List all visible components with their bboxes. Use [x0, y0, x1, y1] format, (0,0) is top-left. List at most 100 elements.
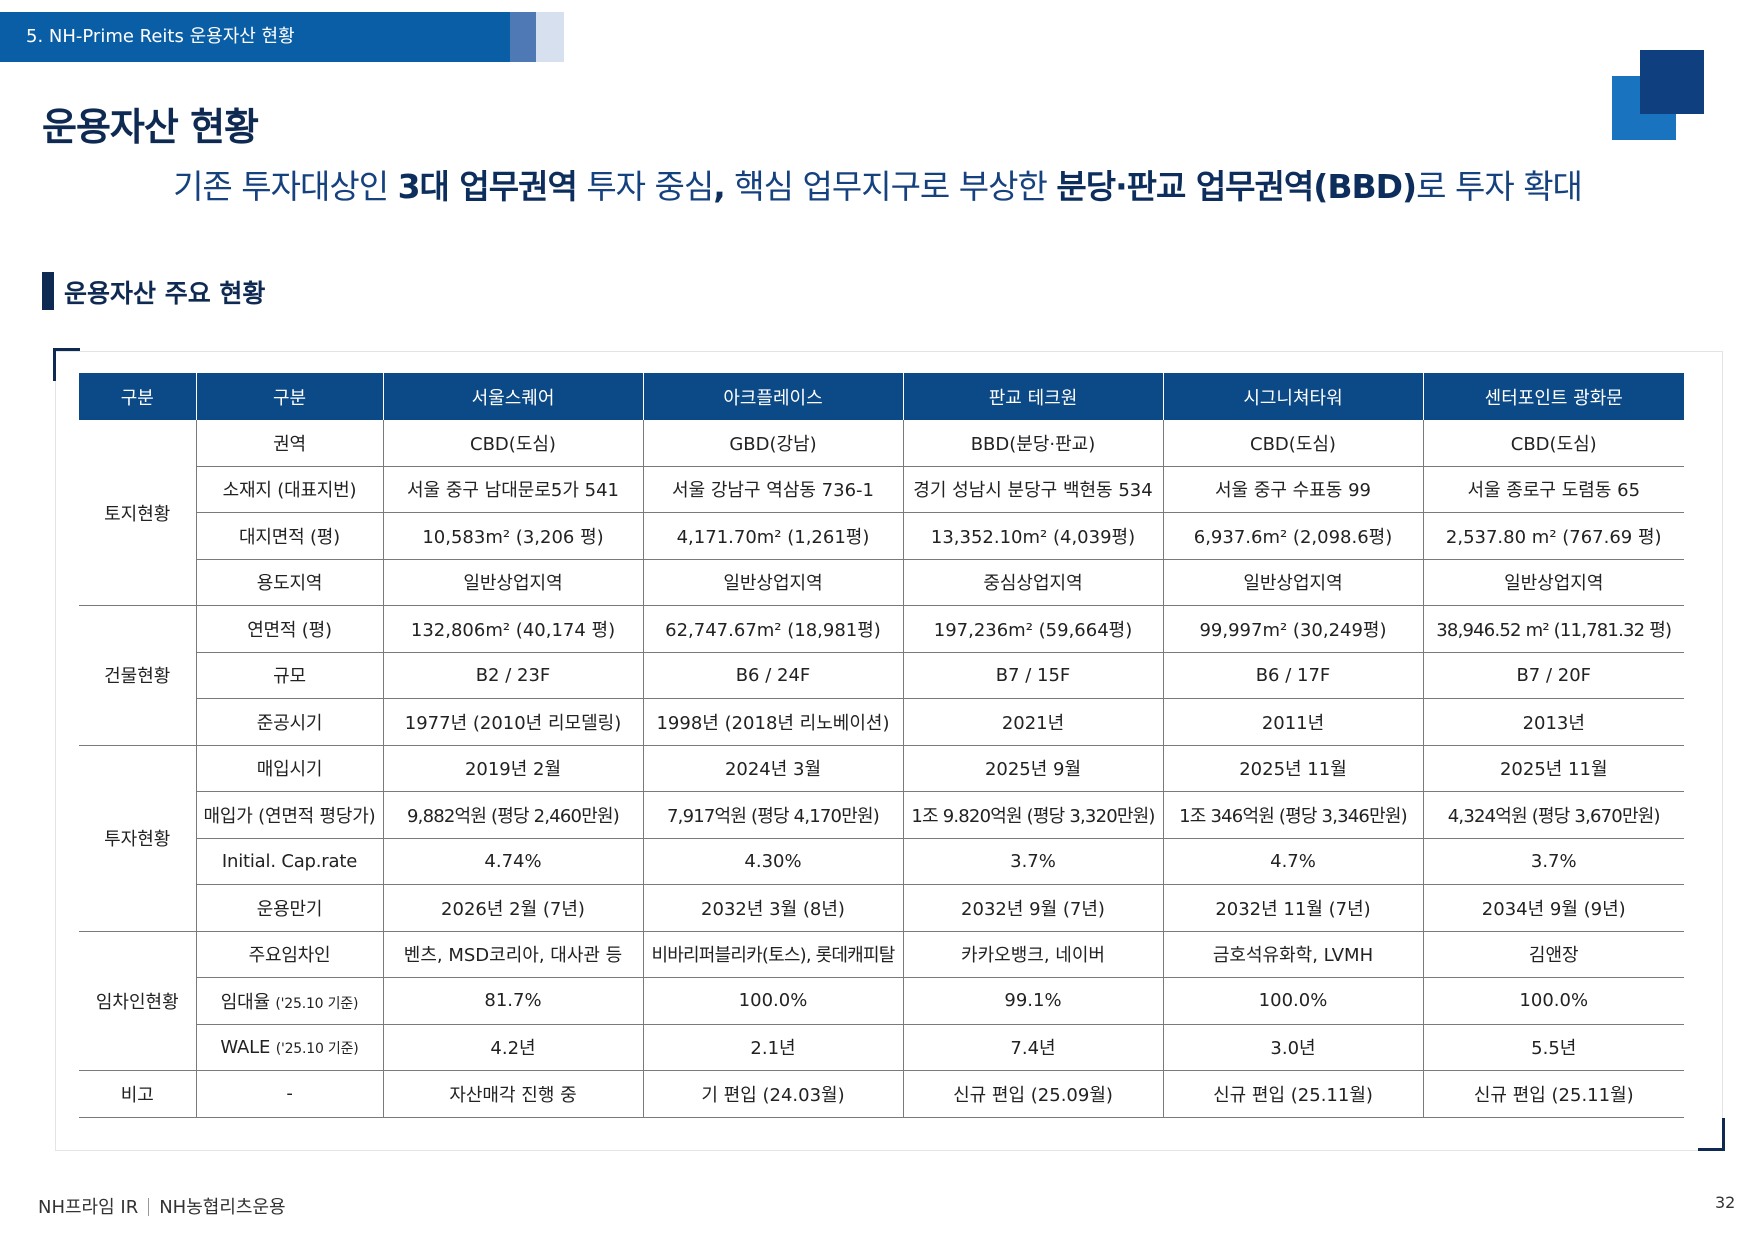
headline-part: 핵심 업무지구로 부상한 — [724, 167, 1057, 206]
row-label: 소재지 (대표지번) — [195, 466, 383, 513]
group-label: 비고 — [79, 1070, 196, 1118]
table-cell: 2032년 11월 (7년) — [1162, 884, 1423, 932]
table-cell: 일반상업지역 — [642, 559, 903, 606]
table-cell: B7 / 20F — [1422, 652, 1684, 699]
row-label-note: ('25.10 기준) — [275, 1040, 359, 1057]
table-row: 토지현황 권역 CBD(도심) GBD(강남) BBD(분당·판교) CBD(도… — [79, 420, 1684, 606]
headline-emphasis: 3대 업무권역 — [397, 167, 578, 206]
table-cell: 신규 편입 (25.09월) — [902, 1070, 1163, 1118]
table-cell: 4.2년 — [382, 1024, 643, 1071]
table-cell: 2024년 3월 — [642, 745, 903, 792]
corner-bracket-top-left — [53, 348, 80, 381]
table-cell: 38,946.52 m² (11,781.32 평) — [1422, 605, 1684, 653]
banner-accent-light — [536, 12, 564, 62]
table-row: 대지면적 (평) 10,583m² (3,206 평) 4,171.70m² (… — [79, 512, 1684, 560]
sub-title-text: 운용자산 주요 현황 — [64, 279, 266, 308]
table-row: 운용만기 2026년 2월 (7년) 2032년 3월 (8년) 2032년 9… — [79, 884, 1684, 932]
table-cell: B2 / 23F — [382, 652, 643, 699]
row-label-text: WALE — [220, 1036, 271, 1058]
table-cell: 13,352.10m² (4,039평) — [902, 512, 1163, 560]
header-cell: 시그니쳐타워 — [1162, 373, 1423, 420]
table-cell: 9,882억원 (평당 2,460만원) — [382, 791, 643, 839]
table-cell: 132,806m² (40,174 평) — [382, 605, 643, 653]
banner-accent-mid — [510, 12, 536, 62]
footer-right: NH농협리츠운용 — [159, 1197, 286, 1218]
table-cell: 81.7% — [382, 977, 643, 1025]
table-cell: 서울 중구 남대문로5가 541 — [382, 466, 643, 513]
sub-title-marker — [42, 272, 54, 310]
table-cell: 서울 종로구 도렴동 65 — [1422, 466, 1684, 513]
table-cell: 1조 9.820억원 (평당 3,320만원) — [902, 791, 1163, 839]
table-cell: 벤츠, MSD코리아, 대사관 등 — [382, 931, 643, 978]
table-cell: 2025년 11월 — [1422, 745, 1684, 792]
table-cell: 62,747.67m² (18,981평) — [642, 605, 903, 653]
table-cell: 197,236m² (59,664평) — [902, 605, 1163, 653]
table-cell: 7,917억원 (평당 4,170만원) — [642, 791, 903, 839]
table-cell: 일반상업지역 — [382, 559, 643, 606]
section-banner: 5. NH-Prime Reits 운용자산 현황 — [0, 12, 564, 62]
table-row: 건물현황 연면적 (평) 132,806m² (40,174 평) 62,747… — [79, 605, 1684, 746]
headline: 기존 투자대상인 3대 업무권역 투자 중심, 핵심 업무지구로 부상한 분당·… — [0, 160, 1755, 208]
group-label: 투자현황 — [79, 745, 196, 932]
table-cell: 99.1% — [902, 977, 1163, 1025]
row-label: 규모 — [195, 652, 383, 699]
table-row: 소재지 (대표지번) 서울 중구 남대문로5가 541 서울 강남구 역삼동 7… — [79, 466, 1684, 513]
assets-table: 구분 구분 서울스퀘어 아크플레이스 판교 테크원 시그니쳐타워 센터포인트 광… — [79, 373, 1684, 1118]
table-cell: 2,537.80 m² (767.69 평) — [1422, 512, 1684, 560]
table-cell: 경기 성남시 분당구 백현동 534 — [902, 466, 1163, 513]
table-cell: 3.7% — [902, 838, 1163, 885]
table-cell: 3.0년 — [1162, 1024, 1423, 1071]
table-cell: 신규 편입 (25.11월) — [1162, 1070, 1423, 1118]
table-cell: GBD(강남) — [642, 420, 903, 467]
row-label: 대지면적 (평) — [195, 512, 383, 560]
row-label-text: 임대율 — [220, 991, 270, 1013]
table-cell: 2032년 9월 (7년) — [902, 884, 1163, 932]
table-cell: 1977년 (2010년 리모델링) — [382, 698, 643, 746]
table-cell: 10,583m² (3,206 평) — [382, 512, 643, 560]
table-cell: 2026년 2월 (7년) — [382, 884, 643, 932]
table-cell: 중심상업지역 — [902, 559, 1163, 606]
table-cell: B6 / 24F — [642, 652, 903, 699]
table-cell: 2019년 2월 — [382, 745, 643, 792]
table-row: 임차인현황 주요임차인 벤츠, MSD코리아, 대사관 등 비바리퍼블리카(토스… — [79, 931, 1684, 1071]
table-cell: CBD(도심) — [382, 420, 643, 467]
table-cell: 김앤장 — [1422, 931, 1684, 978]
row-label: 매입가 (연면적 평당가) — [195, 791, 383, 839]
headline-part: 로 투자 확대 — [1416, 167, 1583, 206]
table-row: Initial. Cap.rate 4.74% 4.30% 3.7% 4.7% … — [79, 838, 1684, 885]
table-cell: 카카오뱅크, 네이버 — [902, 931, 1163, 978]
table-cell: BBD(분당·판교) — [902, 420, 1163, 467]
group-label: 임차인현황 — [79, 931, 196, 1071]
table-cell: 2013년 — [1422, 698, 1684, 746]
row-label: 준공시기 — [195, 698, 383, 746]
table-cell: B7 / 15F — [902, 652, 1163, 699]
table-row: 용도지역 일반상업지역 일반상업지역 중심상업지역 일반상업지역 일반상업지역 — [79, 559, 1684, 606]
table-cell: 7.4년 — [902, 1024, 1163, 1071]
table-cell: 4,171.70m² (1,261평) — [642, 512, 903, 560]
table-row: WALE ('25.10 기준) 4.2년 2.1년 7.4년 3.0년 5.5… — [79, 1024, 1684, 1071]
row-label: 임대율 ('25.10 기준) — [195, 977, 383, 1025]
row-label: 권역 — [195, 420, 383, 467]
header-cell: 센터포인트 광화문 — [1422, 373, 1684, 420]
section-label: 5. NH-Prime Reits 운용자산 현황 — [26, 26, 295, 47]
table-cell: 6,937.6m² (2,098.6평) — [1162, 512, 1423, 560]
table-frame — [55, 351, 1723, 1151]
table-cell: 100.0% — [1422, 977, 1684, 1025]
table-cell: 비바리퍼블리카(토스), 롯데캐피탈 — [642, 931, 903, 978]
header-cell: 서울스퀘어 — [382, 373, 643, 420]
table-cell: 4.7% — [1162, 838, 1423, 885]
group-label: 건물현황 — [79, 605, 196, 746]
table-row: 준공시기 1977년 (2010년 리모델링) 1998년 (2018년 리노베… — [79, 698, 1684, 746]
table-cell: 2.1년 — [642, 1024, 903, 1071]
headline-part: 투자 중심 — [576, 167, 714, 206]
footer: NH프라임 IR NH농협리츠운용 — [38, 1193, 286, 1219]
table-cell: 100.0% — [642, 977, 903, 1025]
headline-emphasis: , — [713, 167, 726, 206]
table-cell: CBD(도심) — [1162, 420, 1423, 467]
table-cell: 2011년 — [1162, 698, 1423, 746]
table-cell: 금호석유화학, LVMH — [1162, 931, 1423, 978]
table-cell: 일반상업지역 — [1162, 559, 1423, 606]
row-label: 주요임차인 — [195, 931, 383, 978]
footer-divider — [148, 1198, 150, 1216]
table-cell: 1998년 (2018년 리노베이션) — [642, 698, 903, 746]
